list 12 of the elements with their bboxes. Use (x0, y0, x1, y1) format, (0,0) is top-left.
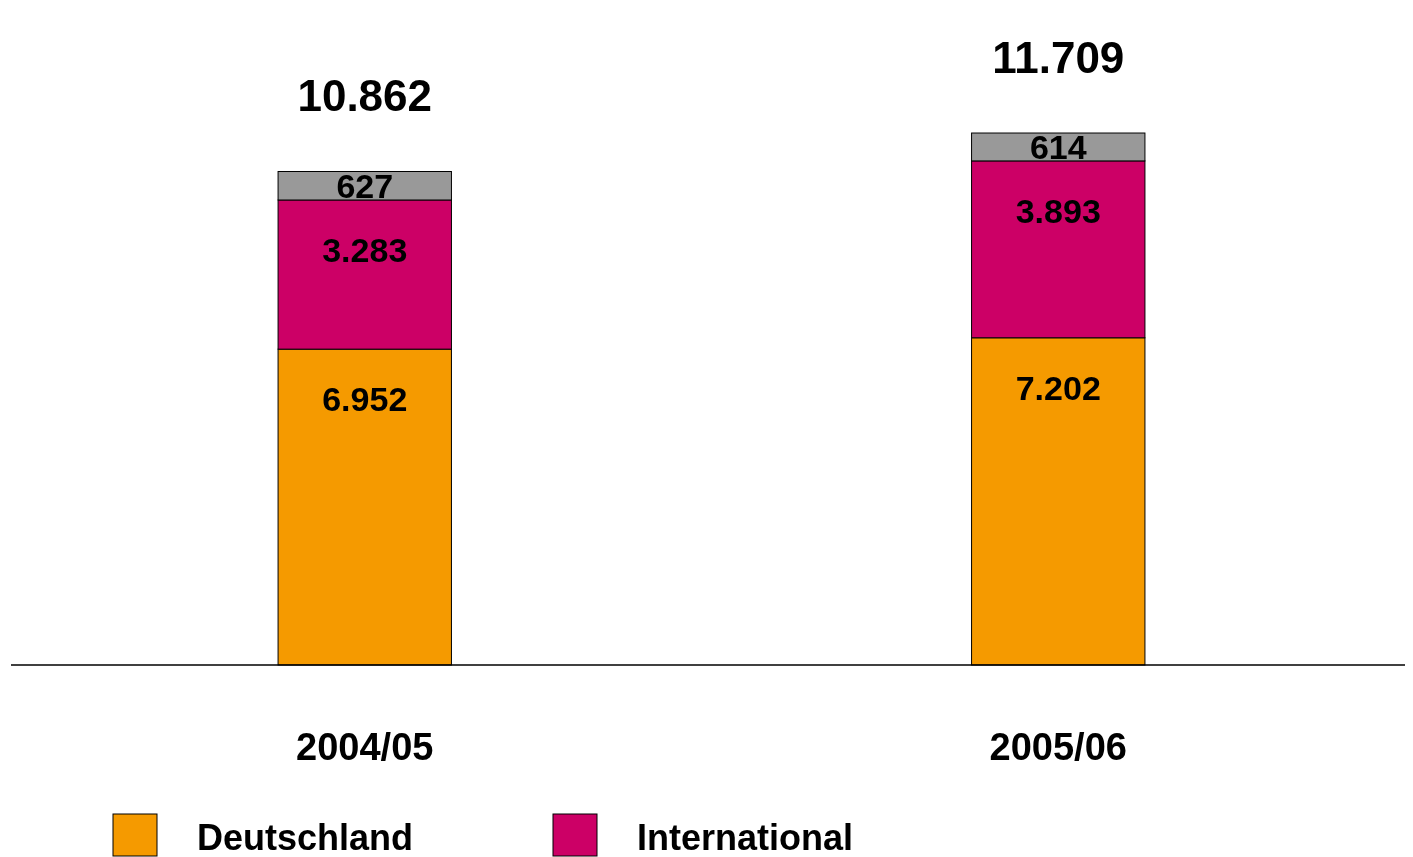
x-tick-label: 2004/05 (296, 726, 434, 768)
x-tick-label: 2005/06 (989, 726, 1127, 768)
total-label: 10.862 (297, 71, 433, 121)
total-label: 11.709 (992, 33, 1125, 83)
data-label: 614 (1029, 127, 1087, 166)
data-label: 3.893 (1015, 191, 1101, 230)
data-label: 7.202 (1015, 368, 1101, 407)
data-label: 6.952 (322, 380, 408, 419)
data-label: 627 (336, 166, 394, 205)
legend-label: Deutschland (197, 817, 414, 857)
data-label: 3.283 (322, 230, 408, 269)
legend-label: International (637, 817, 854, 857)
